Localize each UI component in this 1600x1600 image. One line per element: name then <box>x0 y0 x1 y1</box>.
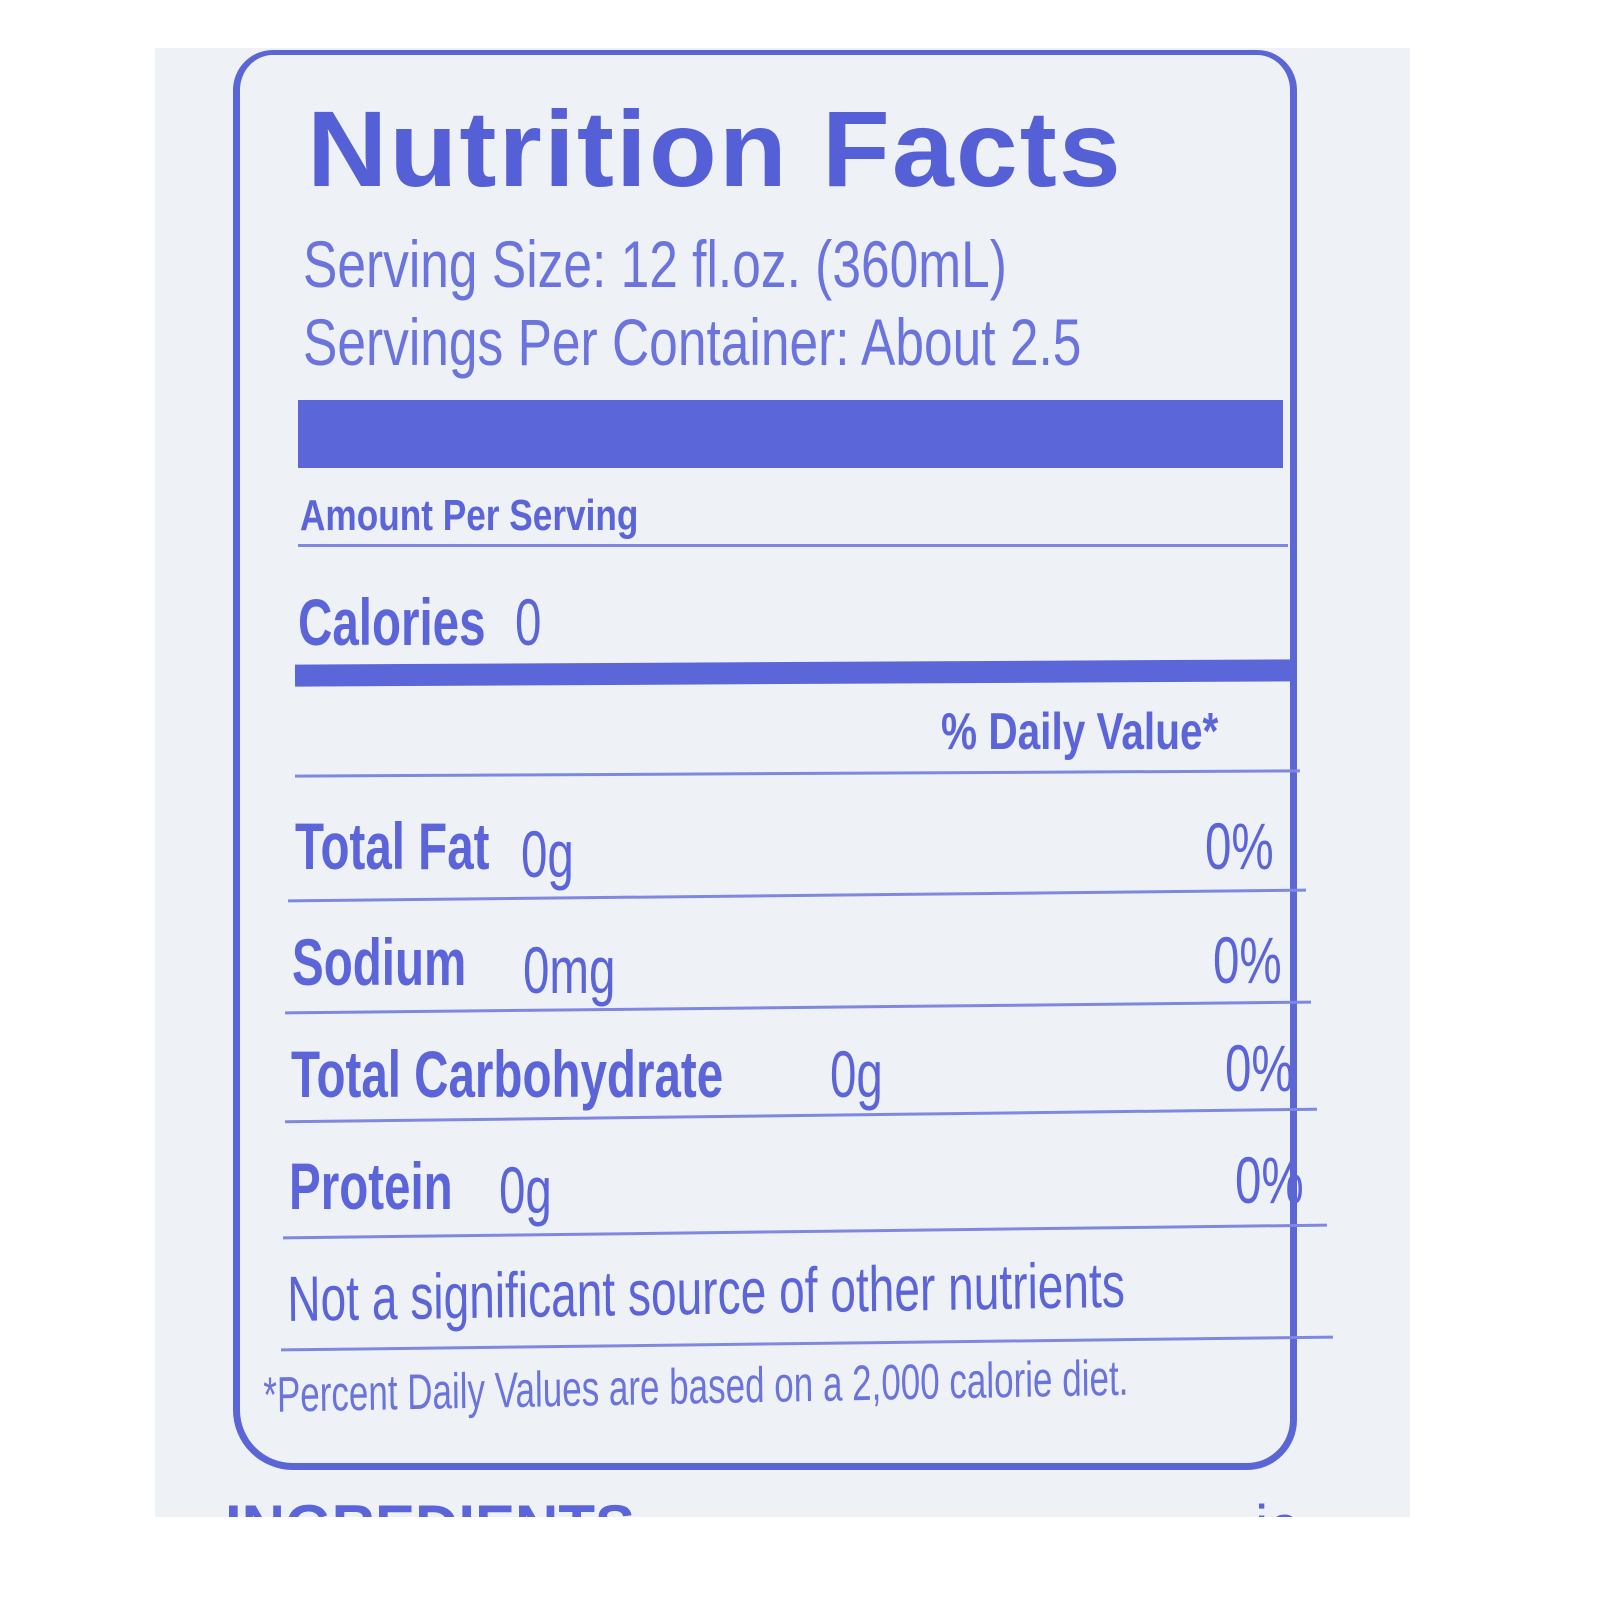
thick-divider <box>298 400 1283 468</box>
ingredients-partial: ic water <box>1255 1492 1410 1517</box>
nutrient-amount: 0g <box>499 1153 552 1227</box>
nutrient-amount: 0mg <box>523 933 616 1007</box>
product-photo: Nutrition Facts Serving Size: 12 fl.oz. … <box>155 48 1410 1517</box>
serving-size: Serving Size: 12 fl.oz. (360mL) <box>303 227 1007 301</box>
daily-value-header: % Daily Value* <box>941 703 1219 761</box>
nutrition-facts-title: Nutrition Facts <box>307 88 1123 209</box>
nutrient-dv: 0% <box>1205 809 1274 883</box>
nutrition-facts-panel <box>233 50 1297 1470</box>
calories-value: 0 <box>515 585 542 659</box>
nutrient-name: Sodium <box>292 925 467 999</box>
nutrient-dv: 0% <box>1213 923 1282 997</box>
nutrient-name: Protein <box>289 1149 453 1223</box>
nutrient-amount: 0g <box>521 817 574 891</box>
ingredients-heading: INGREDIENTS <box>225 1492 635 1517</box>
not-significant-note: Not a significant source of other nutrie… <box>287 1248 1126 1335</box>
amount-per-serving: Amount Per Serving <box>300 491 639 540</box>
nutrient-dv: 0% <box>1235 1143 1304 1217</box>
nutrient-name: Total Fat <box>295 809 490 883</box>
calories-label: Calories <box>298 585 486 659</box>
servings-per-container: Servings Per Container: About 2.5 <box>303 305 1082 379</box>
nutrient-dv: 0% <box>1225 1031 1294 1105</box>
nutrient-amount: 0g <box>830 1037 883 1111</box>
nutrient-name: Total Carbohydrate <box>291 1037 724 1111</box>
divider <box>298 544 1288 547</box>
